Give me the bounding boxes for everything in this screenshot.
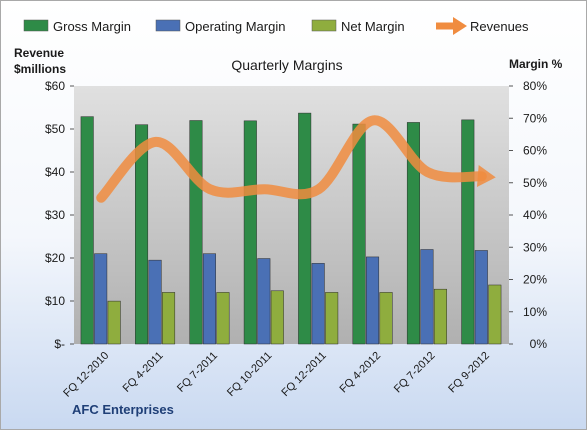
legend-label-gross-margin: Gross Margin	[53, 19, 131, 34]
bar-gross-margin	[135, 124, 149, 345]
bar-operating-margin	[420, 249, 434, 345]
left-tick-label: $40	[45, 165, 65, 179]
bar-series	[80, 112, 502, 345]
category-label: FQ 10-2011	[225, 350, 274, 399]
legend-label-operating-margin: Operating Margin	[185, 19, 285, 34]
right-axis: 0% 10% 20% 30% 40% 50% 60% 70% 80%	[509, 79, 547, 351]
right-tick-label: 50%	[523, 176, 547, 190]
bar-operating-margin	[257, 258, 271, 345]
legend: Gross Margin Operating Margin Net Margin Re…	[23, 17, 529, 35]
left-axis: $- $10 $20 $30 $40 $50 $60	[45, 79, 74, 351]
legend-swatch-gross-margin	[23, 19, 49, 32]
right-tick-label: 20%	[523, 273, 547, 287]
category-label: FQ 4-2012	[338, 350, 384, 396]
left-tick-label: $10	[45, 294, 65, 308]
bar-gross-margin	[189, 120, 203, 345]
bar-operating-margin	[94, 253, 108, 345]
bar-net-margin	[216, 292, 230, 345]
bar-net-margin	[107, 300, 121, 345]
chart-title: Quarterly Margins	[231, 57, 342, 73]
company-name: AFC Enterprises	[72, 402, 174, 417]
bar-gross-margin	[243, 120, 257, 345]
bar-net-margin	[270, 290, 284, 345]
bar-operating-margin	[474, 250, 488, 345]
right-tick-label: 80%	[523, 79, 547, 93]
category-label: FQ 12-2011	[279, 350, 328, 399]
right-tick-label: 30%	[523, 240, 547, 254]
left-axis-title-line1: Revenue	[14, 46, 64, 60]
revenues-arrowhead	[476, 165, 496, 187]
left-tick-label: $30	[45, 208, 65, 222]
bar-operating-margin	[366, 256, 380, 345]
category-label: FQ 9-2012	[446, 350, 492, 396]
bar-gross-margin	[298, 112, 312, 345]
legend-label-net-margin: Net Margin	[341, 19, 405, 34]
revenues-line	[96, 115, 487, 203]
right-tick-label: 40%	[523, 208, 547, 222]
category-label: FQ 7-2012	[392, 350, 438, 396]
legend-swatch-net-margin	[311, 19, 337, 32]
legend-arrow-revenues	[453, 17, 467, 35]
bar-net-margin	[325, 292, 339, 345]
bar-operating-margin	[148, 259, 162, 345]
bar-net-margin	[488, 284, 502, 345]
category-label: FQ 4-2011	[121, 350, 166, 395]
bar-net-margin	[433, 288, 447, 345]
category-labels: FQ 12-2010 FQ 4-2011 FQ 7-2011 FQ 10-2011 FQ…	[61, 350, 492, 400]
right-tick-label: 60%	[523, 144, 547, 158]
right-tick-label: 0%	[530, 337, 548, 351]
bar-operating-margin	[311, 263, 325, 345]
category-label: FQ 12-2010	[61, 350, 111, 400]
category-label: FQ 7-2011	[175, 350, 220, 395]
left-tick-label: $-	[54, 337, 65, 351]
legend-swatch-operating-margin	[155, 19, 181, 32]
right-tick-label: 10%	[523, 305, 547, 319]
left-tick-label: $50	[45, 122, 65, 136]
left-tick-label: $20	[45, 251, 65, 265]
right-tick-label: 70%	[523, 111, 547, 125]
left-axis-title-line2: $millions	[14, 62, 66, 76]
bar-gross-margin	[461, 119, 475, 345]
legend-label-revenues: Revenues	[470, 19, 529, 34]
bar-net-margin	[162, 292, 176, 345]
right-axis-title: Margin %	[509, 57, 563, 71]
left-tick-label: $60	[45, 79, 65, 93]
bar-gross-margin	[352, 123, 366, 345]
bar-net-margin	[379, 292, 393, 345]
bar-gross-margin	[80, 116, 94, 345]
bar-operating-margin	[202, 253, 216, 345]
bar-gross-margin	[406, 122, 420, 345]
